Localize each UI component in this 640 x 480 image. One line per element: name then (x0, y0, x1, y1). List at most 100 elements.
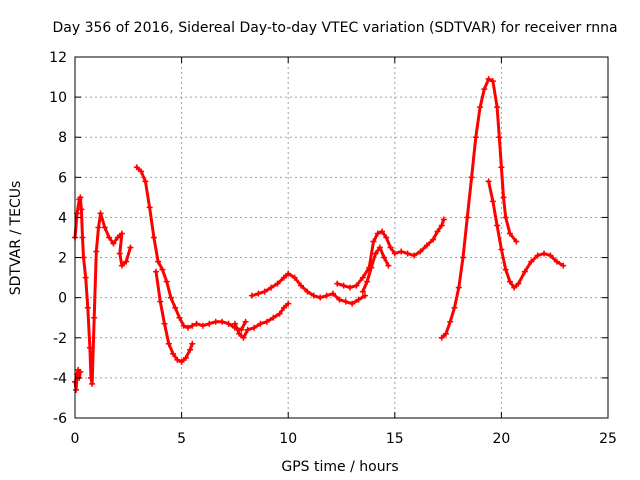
data-point (189, 340, 196, 347)
data-point (460, 254, 467, 261)
series-line (250, 272, 367, 306)
data-point (231, 320, 238, 327)
data-point (323, 292, 330, 299)
data-point (118, 262, 125, 269)
data-point (442, 330, 449, 337)
data-point (342, 298, 349, 305)
data-point (372, 250, 379, 257)
axis-ticks: 0 5 10 15 20 25 -6 -4 -2 0 2 4 6 8 10 12 (49, 50, 617, 447)
data-point (187, 346, 194, 353)
data-point (116, 250, 123, 257)
data-point (78, 206, 85, 213)
data-point (257, 320, 264, 327)
y-tick-label: 2 (58, 251, 67, 267)
data-point (398, 248, 405, 255)
data-point (430, 236, 437, 243)
data-point (87, 374, 94, 381)
x-axis-label: GPS time / hours (281, 459, 398, 475)
data-point (498, 164, 505, 171)
y-axis-label: SDTVAR / TECUs (8, 181, 24, 296)
data-point (82, 274, 89, 281)
data-point (434, 228, 441, 235)
data-point (489, 198, 496, 205)
data-point (206, 320, 213, 327)
data-point (383, 234, 390, 241)
series-seg4 (153, 268, 196, 365)
data-point (189, 322, 196, 329)
data-point (440, 216, 447, 223)
data-point (376, 244, 383, 251)
data-point (86, 344, 93, 351)
data-point (553, 258, 560, 265)
data-point (340, 282, 347, 289)
data-point (77, 368, 84, 375)
data-point (155, 258, 162, 265)
data-point (417, 248, 424, 255)
data-point (178, 358, 185, 365)
data-point (263, 318, 270, 325)
chart-title: Day 356 of 2016, Sidereal Day-to-day VTE… (52, 20, 617, 36)
data-point (528, 258, 535, 265)
data-point (142, 178, 149, 185)
series-seg2 (72, 366, 84, 393)
data-point (236, 330, 243, 337)
data-point (123, 258, 130, 265)
data-point (101, 224, 108, 231)
x-tick-label: 10 (279, 431, 297, 447)
data-point (114, 234, 121, 241)
data-point (385, 262, 392, 269)
data-point (291, 274, 298, 281)
data-point (268, 284, 275, 291)
data-point (255, 290, 262, 297)
data-point (513, 238, 520, 245)
data-point (364, 278, 371, 285)
data-point (317, 294, 324, 301)
data-point (359, 274, 366, 281)
data-point (172, 304, 179, 311)
series-line (135, 165, 248, 332)
data-point (370, 238, 377, 245)
data-point (502, 266, 509, 273)
data-point (97, 210, 104, 217)
series-seg1 (72, 194, 134, 387)
y-tick-label: 12 (49, 50, 67, 66)
data-point (106, 234, 113, 241)
y-tick-label: 6 (58, 170, 67, 186)
data-point (359, 288, 366, 295)
data-point (280, 304, 287, 311)
data-point (297, 282, 304, 289)
data-point (481, 86, 488, 93)
data-point (238, 326, 245, 333)
data-point (381, 254, 388, 261)
data-point (285, 270, 292, 277)
data-point (404, 250, 411, 257)
data-point (485, 76, 492, 83)
data-point (494, 222, 501, 229)
data-point (165, 340, 172, 347)
series-seg5 (231, 300, 292, 341)
series-line (440, 77, 518, 340)
data-point (464, 214, 471, 221)
data-series (72, 76, 567, 393)
x-tick-label: 0 (71, 431, 80, 447)
data-point (285, 300, 292, 307)
data-point (534, 252, 541, 259)
data-point (447, 318, 454, 325)
data-point (110, 240, 117, 247)
data-point (502, 214, 509, 221)
data-point (133, 164, 140, 171)
data-point (270, 314, 277, 321)
x-tick-label: 20 (492, 431, 510, 447)
data-point (240, 334, 247, 341)
data-point (506, 278, 513, 285)
data-point (521, 268, 528, 275)
plot-frame (74, 56, 609, 419)
data-point (127, 244, 134, 251)
data-point (280, 274, 287, 281)
data-point (73, 386, 80, 393)
data-point (84, 304, 91, 311)
data-point (560, 262, 567, 269)
data-point (244, 326, 251, 333)
x-tick-label: 15 (386, 431, 404, 447)
